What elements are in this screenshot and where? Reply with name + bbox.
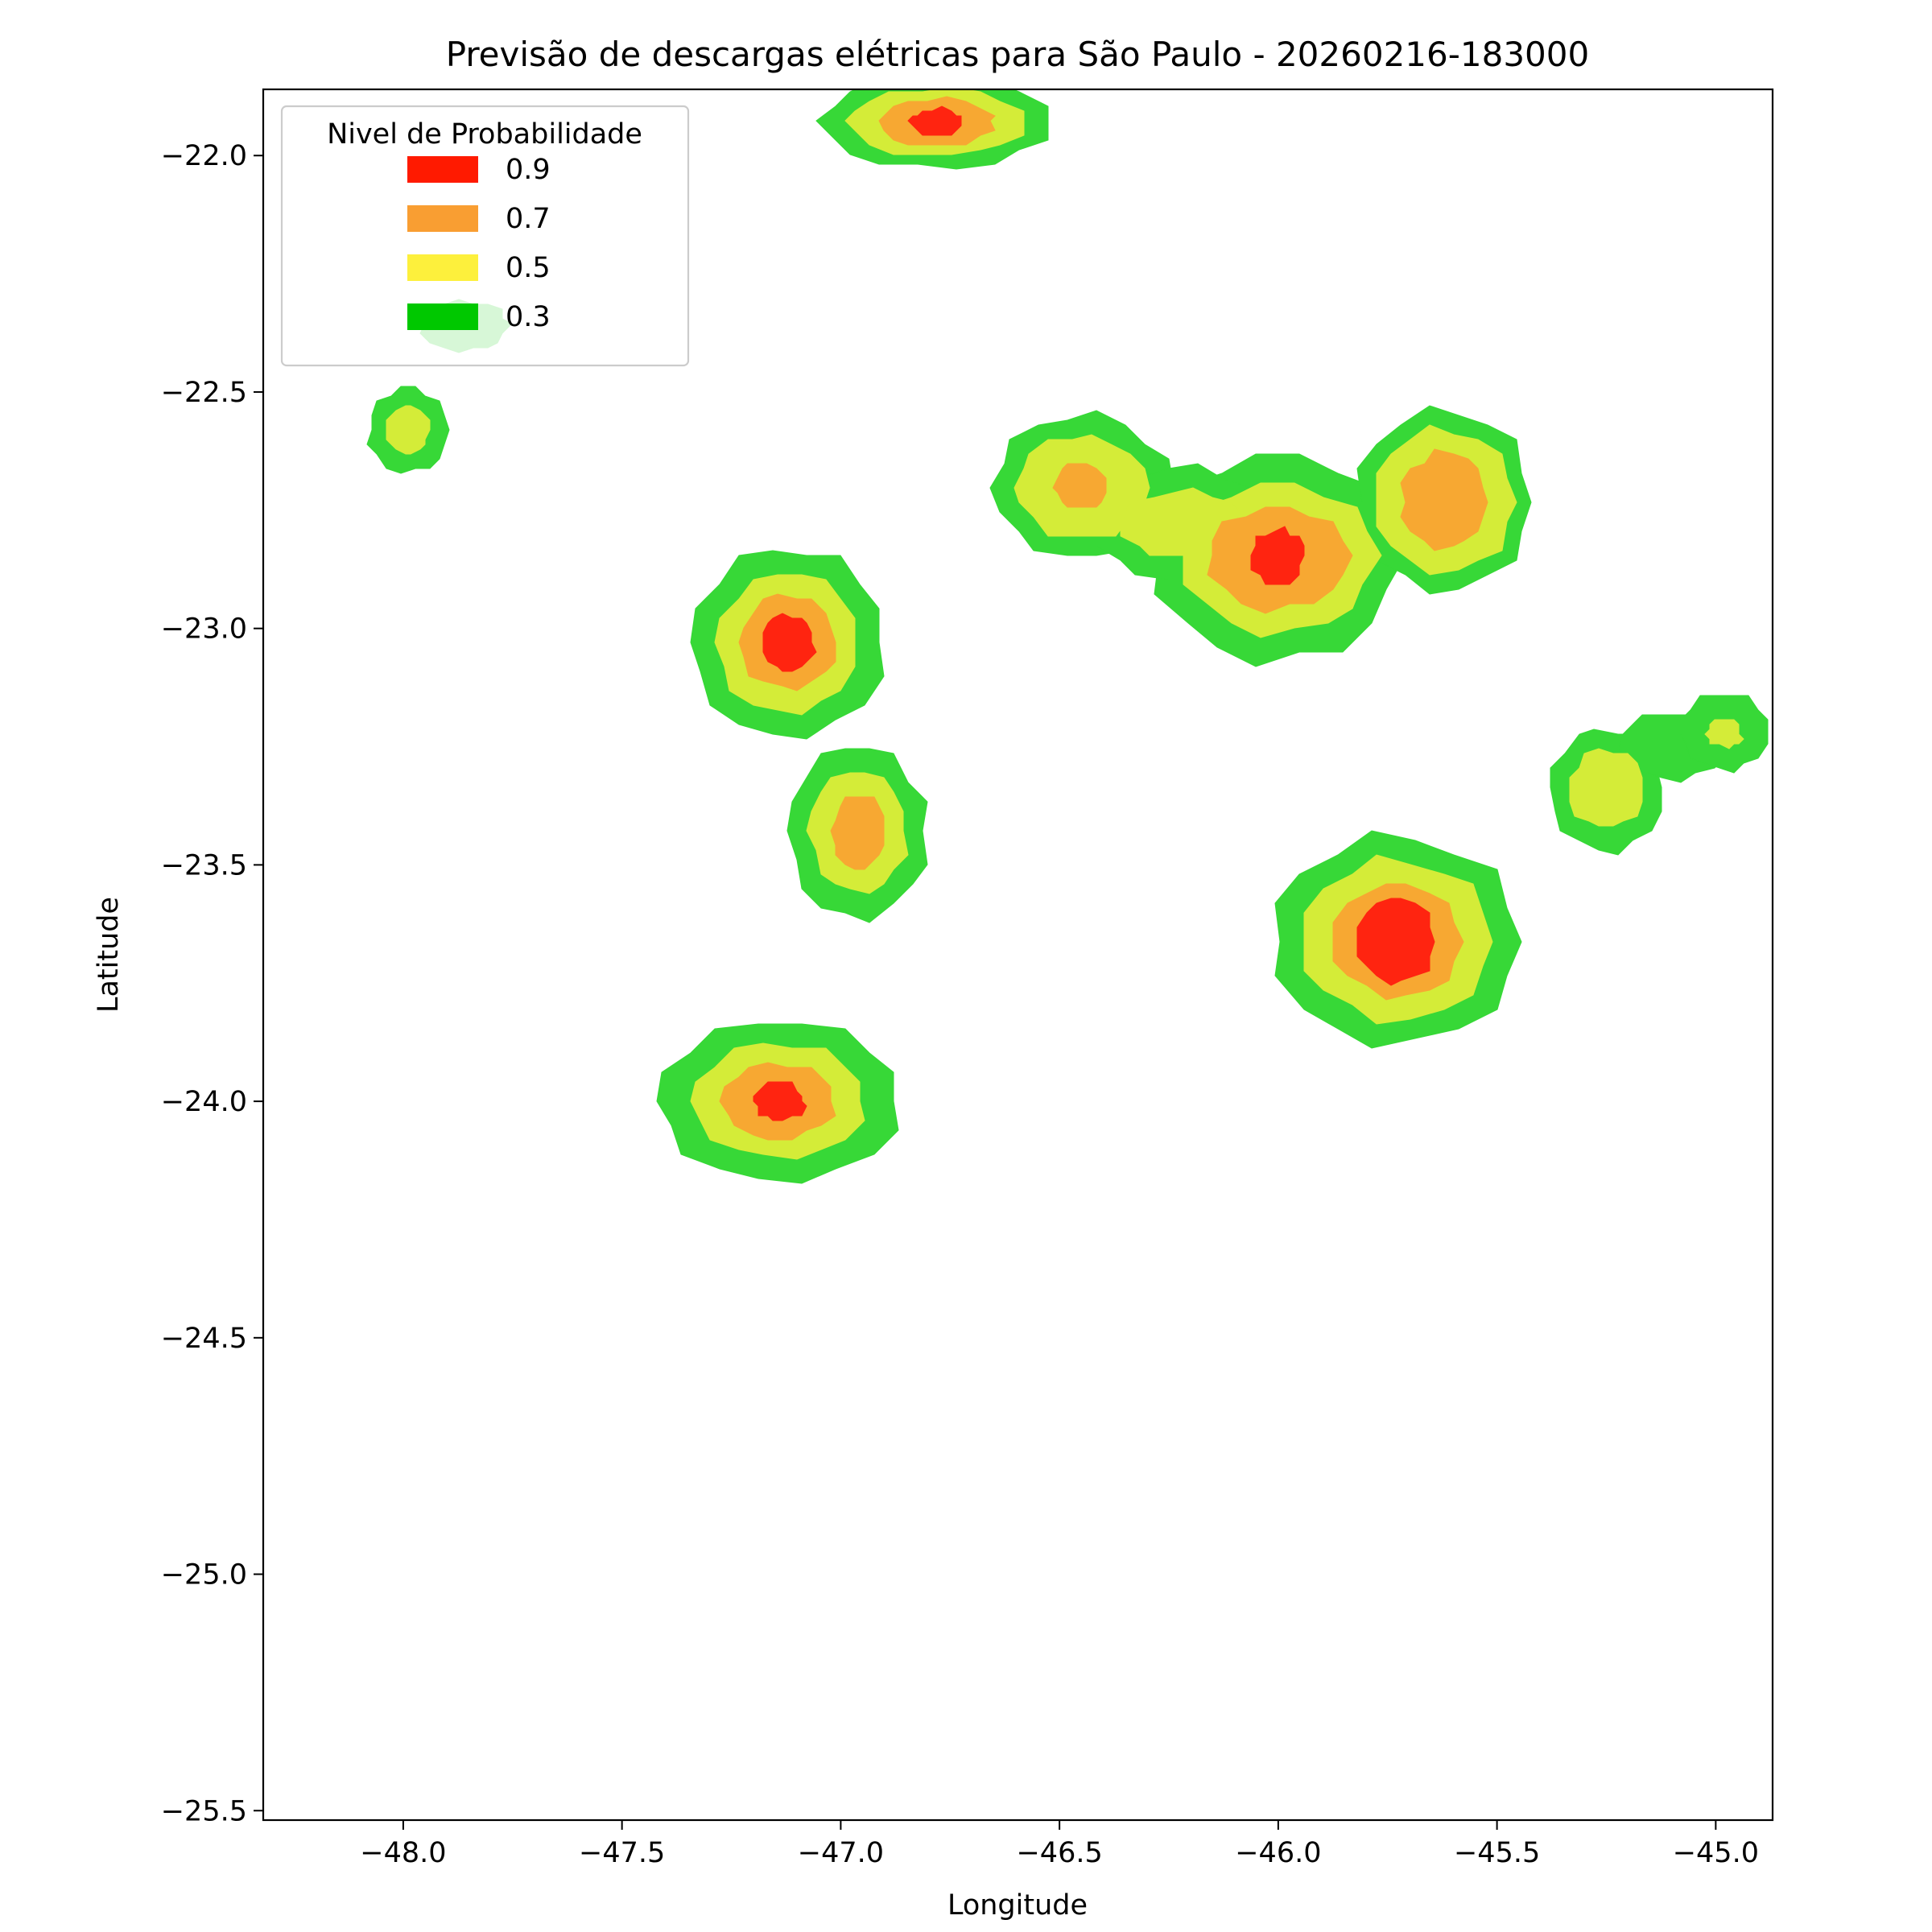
legend-label: 0.3 (506, 301, 551, 333)
legend: Nivel de Probabilidade 0.9 0.7 0.5 0.3 (280, 105, 690, 367)
contour-sjcampos-0_7 (1400, 448, 1488, 551)
x-axis-label: Longitude (947, 1889, 1088, 1922)
y-tick-label: −25.0 (161, 1559, 247, 1591)
contour-jundiai-0_7 (830, 796, 885, 870)
y-axis-label: Latitude (93, 897, 125, 1013)
y-axis: −22.0 −22.5 −23.0 −23.5 −24.0 −24.5 −25.0 −25.5 (161, 140, 263, 1827)
x-tick-label: −47.0 (798, 1837, 884, 1869)
y-tick-label: −22.5 (161, 377, 247, 409)
legend-label: 0.5 (506, 252, 551, 284)
contour-east-0_5 (1569, 748, 1643, 827)
legend-label: 0.9 (506, 154, 551, 186)
contour-far-east-0_5 (1704, 719, 1744, 749)
x-tick-label: −46.0 (1235, 1837, 1321, 1869)
y-tick-label: −23.0 (161, 613, 247, 646)
legend-box (280, 105, 690, 367)
contour-braganca-0_9 (1250, 526, 1305, 585)
contour-campinas-0_9 (762, 613, 817, 672)
legend-swatch-0_3 (407, 303, 478, 330)
x-tick-label: −48.0 (360, 1837, 446, 1869)
y-tick-label: −24.0 (161, 1086, 247, 1118)
x-tick-label: −45.0 (1673, 1837, 1759, 1869)
legend-entries: 0.9 0.7 0.5 0.3 (407, 154, 551, 333)
contour-northwest-small-0_5 (386, 405, 431, 455)
contour-north-0_9 (907, 105, 962, 136)
x-tick-label: −47.5 (579, 1837, 665, 1869)
y-tick-label: −23.5 (161, 849, 247, 881)
y-tick-label: −25.5 (161, 1795, 247, 1827)
legend-label: 0.7 (506, 203, 551, 235)
y-tick-label: −22.0 (161, 140, 247, 172)
axes-frame (262, 88, 1774, 1822)
legend-swatch-0_9 (407, 156, 478, 183)
x-tick-label: −45.5 (1454, 1837, 1540, 1869)
contour-fills (366, 89, 1769, 1184)
contour-mogi-0_9 (1356, 898, 1435, 986)
y-tick-label: −24.5 (161, 1323, 247, 1355)
legend-swatch-0_5 (407, 254, 478, 281)
x-tick-label: −46.5 (1016, 1837, 1102, 1869)
legend-title: Nivel de Probabilidade (327, 118, 642, 151)
contour-atibaia-0_7 (1052, 463, 1107, 508)
legend-swatch-0_7 (407, 205, 478, 232)
chart-title: Previsão de descargas elétricas para São… (446, 35, 1589, 74)
x-axis: −48.0 −47.5 −47.0 −46.5 −46.0 −45.5 −45.0 (360, 1820, 1759, 1869)
contour-sorocaba-0_9 (753, 1081, 807, 1121)
plot-area (263, 89, 1773, 1820)
